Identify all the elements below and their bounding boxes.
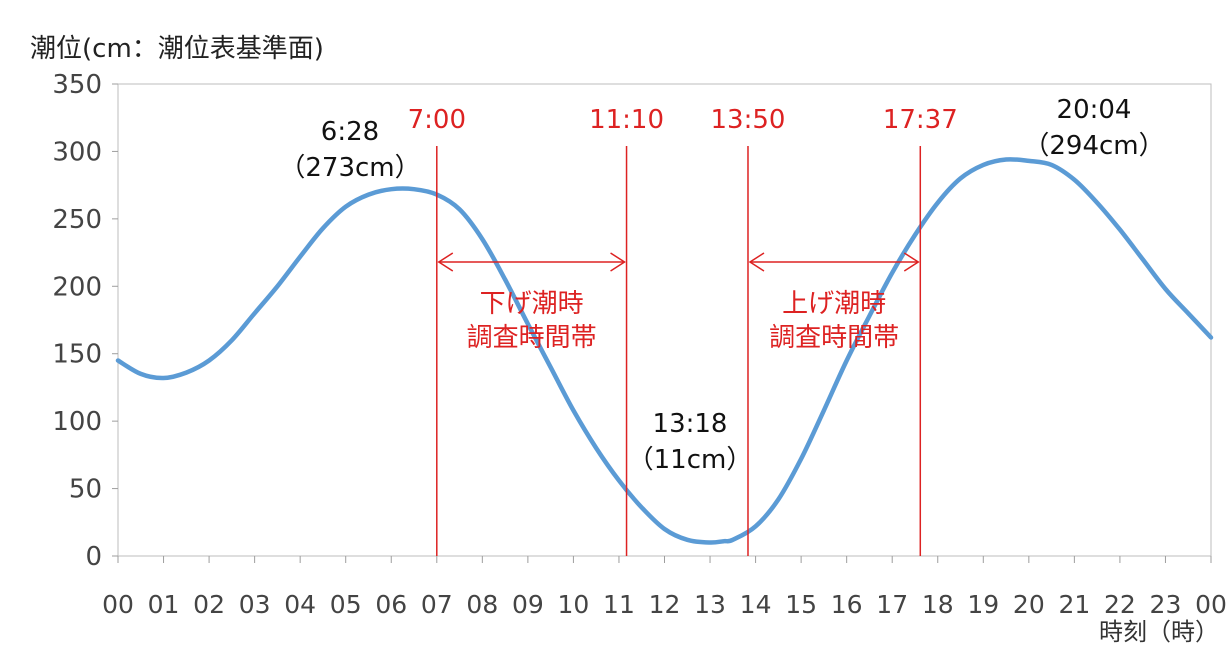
x-axis-title: 時刻（時） [1099, 618, 1219, 646]
y-tick-label: 200 [52, 272, 102, 302]
x-tick-label: 19 [967, 590, 999, 619]
reference-line-label: 17:37 [883, 105, 958, 135]
range-label-line1: 上げ潮時 [782, 289, 886, 319]
annotation-value: （273cm） [279, 153, 420, 183]
annotation-value: （294cm） [1023, 131, 1164, 161]
x-tick-label: 03 [239, 590, 271, 619]
annotation-time: 20:04 [1057, 95, 1132, 125]
range-label-line2: 調査時間帯 [769, 323, 899, 353]
y-tick-label: 350 [52, 70, 102, 100]
x-tick-label: 14 [740, 590, 772, 619]
range-arrow-head-left [437, 252, 454, 272]
annotation-value: （11cm） [628, 445, 753, 475]
x-tick-label: 06 [375, 590, 407, 619]
x-tick-label: 13 [694, 590, 726, 619]
range-label-line1: 下げ潮時 [480, 289, 584, 319]
x-tick-label: 07 [421, 590, 453, 619]
x-tick-label: 09 [512, 590, 544, 619]
y-tick-label: 0 [85, 542, 102, 572]
x-tick-label: 08 [466, 590, 498, 619]
reference-line-label: 11:10 [589, 105, 664, 135]
x-tick-label: 00 [102, 590, 134, 619]
y-tick-label: 250 [52, 205, 102, 235]
x-tick-label: 23 [1150, 590, 1182, 619]
x-tick-label: 01 [148, 590, 180, 619]
range-arrow-head-right [903, 252, 920, 272]
y-axis-title: 潮位(cm：潮位表基準面) [30, 34, 324, 64]
tide-series-line [115, 157, 1214, 545]
x-tick-label: 02 [193, 590, 225, 619]
y-tick-label: 300 [52, 137, 102, 167]
range-arrow-head-left [748, 252, 765, 272]
range-label-line2: 調査時間帯 [467, 323, 597, 353]
y-tick-label: 50 [69, 475, 102, 505]
x-tick-label: 00 [1195, 590, 1227, 619]
x-tick-label: 21 [1058, 590, 1090, 619]
x-tick-label: 10 [558, 590, 590, 619]
x-tick-label: 05 [330, 590, 362, 619]
y-tick-label: 150 [52, 340, 102, 370]
annotation-time: 6:28 [321, 117, 379, 147]
reference-line-label: 7:00 [408, 105, 466, 135]
x-tick-label: 16 [831, 590, 863, 619]
x-tick-label: 20 [1013, 590, 1045, 619]
x-tick-label: 12 [649, 590, 681, 619]
y-tick-label: 100 [52, 407, 102, 437]
x-tick-label: 22 [1104, 590, 1136, 619]
x-tick-label: 17 [876, 590, 908, 619]
annotation-time: 13:18 [653, 409, 728, 439]
x-tick-label: 15 [785, 590, 817, 619]
range-arrow-head-right [610, 252, 626, 272]
x-tick-label: 04 [284, 590, 316, 619]
x-tick-label: 11 [603, 590, 635, 619]
reference-line-label: 13:50 [711, 105, 786, 135]
x-tick-label: 18 [922, 590, 954, 619]
